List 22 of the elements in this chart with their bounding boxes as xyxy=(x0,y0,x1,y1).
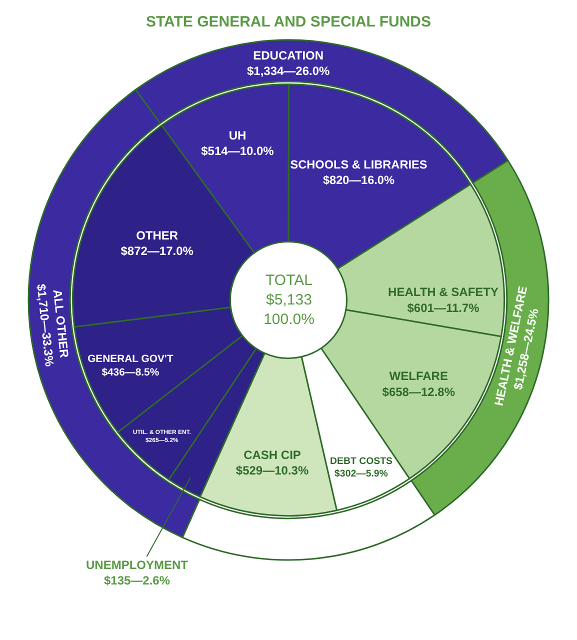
data-label: $658—12.8% xyxy=(382,384,456,399)
slice-label: UNEMPLOYMENT xyxy=(86,558,189,572)
chart-title: STATE GENERAL AND SPECIAL FUNDS xyxy=(146,14,432,30)
slice-label: GENERAL GOV'T xyxy=(88,354,174,365)
data-label: $302—5.9% xyxy=(334,468,388,480)
slice-label: HEALTH & SAFETY xyxy=(388,285,498,300)
slice-label: SCHOOLS & LIBRARIES xyxy=(290,158,428,172)
data-label: $872—17.0% xyxy=(120,244,194,258)
data-label: $601—11.7% xyxy=(407,300,480,315)
data-label: $820—16.0% xyxy=(322,172,395,187)
data-label: $1,334—26.0% xyxy=(246,64,330,78)
slice-label: WELFARE xyxy=(389,369,448,384)
slice-label: OTHER xyxy=(136,228,178,242)
text: TOTAL $5,133 100.0% xyxy=(264,272,314,328)
slice-label: DEBT COSTS xyxy=(330,456,394,468)
slice-label: CASH CIP xyxy=(244,448,301,462)
data-label: $514—10.0% xyxy=(201,144,274,158)
data-label: $135—2.6% xyxy=(104,574,170,588)
data-label: $529—10.3% xyxy=(236,464,309,478)
data-label: $436—8.5% xyxy=(102,368,160,378)
slice-label: UH xyxy=(228,128,246,142)
slice-label: EDUCATION xyxy=(253,48,324,63)
